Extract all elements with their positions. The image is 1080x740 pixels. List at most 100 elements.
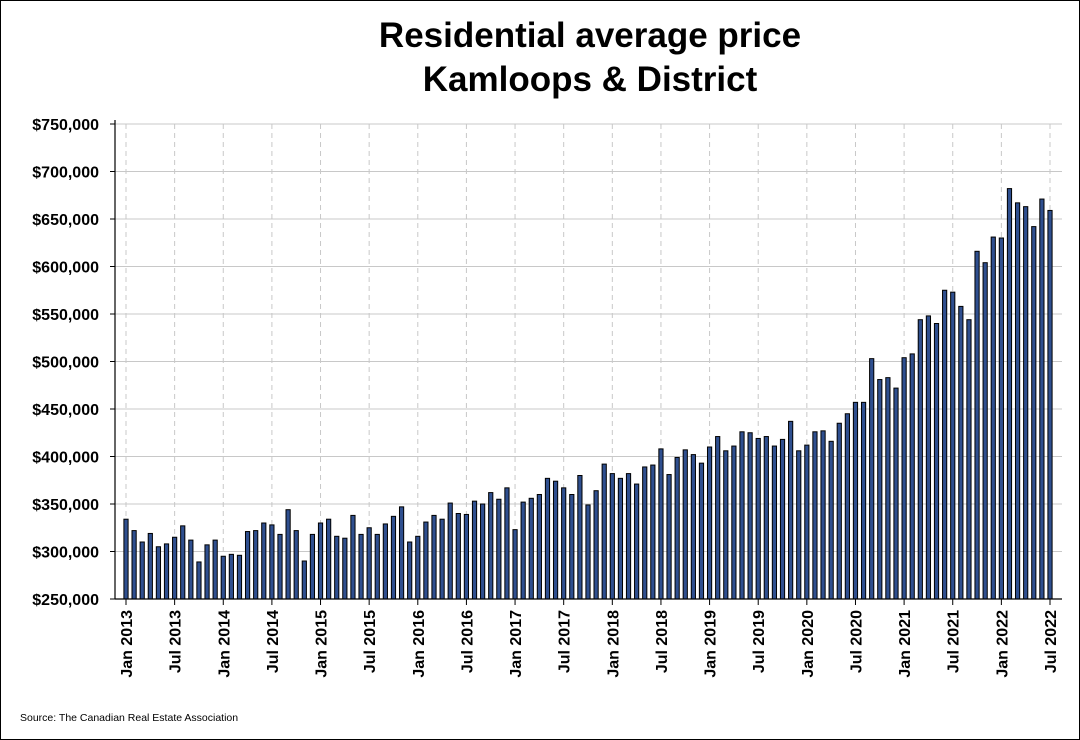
bar — [277, 533, 283, 600]
bar — [552, 480, 559, 600]
bar — [617, 477, 624, 600]
bar — [196, 561, 202, 600]
y-tick-label: $400,000 — [32, 450, 99, 467]
chart-title: Residential average price Kamloops & Dis… — [100, 14, 1080, 102]
bar — [293, 530, 299, 600]
y-tick-label: $650,000 — [32, 212, 99, 229]
x-tick-label: Jan 2018 — [605, 610, 622, 678]
bar — [812, 431, 818, 600]
bar — [155, 546, 162, 600]
bar — [180, 525, 186, 600]
bar — [601, 463, 607, 600]
bar — [577, 475, 583, 600]
bar — [488, 492, 494, 600]
bar — [220, 555, 226, 600]
bar — [228, 553, 234, 600]
bar — [244, 531, 251, 600]
bar — [253, 530, 259, 600]
bar — [771, 445, 778, 600]
bar — [585, 504, 591, 600]
x-tick-label: Jan 2017 — [508, 610, 525, 678]
bar — [674, 456, 680, 600]
x-axis-tick-labels: Jan 2013 Jul 2013 Jan 2014 Jul 2014 Jan 2015… — [119, 610, 1060, 678]
bar — [366, 527, 372, 600]
bar — [390, 515, 397, 600]
y-tick-label: $350,000 — [32, 497, 99, 514]
bar — [925, 315, 932, 600]
y-tick-label: $600,000 — [32, 260, 99, 277]
bar — [528, 497, 534, 600]
bar — [650, 464, 656, 600]
chart-title-line-1: Residential average price — [378, 16, 802, 55]
bar — [415, 535, 421, 600]
y-tick-label: $250,000 — [32, 592, 99, 609]
bar — [512, 529, 518, 600]
bar — [285, 509, 291, 600]
bar — [966, 319, 972, 600]
x-tick-label: Jan 2013 — [119, 610, 136, 678]
bar — [593, 490, 599, 600]
bar — [998, 237, 1004, 600]
bar — [471, 500, 478, 600]
x-tick-label: Jul 2013 — [168, 610, 185, 673]
bar — [496, 498, 502, 600]
bar — [172, 536, 178, 600]
bar — [1014, 202, 1021, 600]
bar — [398, 506, 405, 600]
y-tick-label: $300,000 — [32, 545, 99, 562]
bar — [382, 523, 388, 600]
x-tick-label: Jan 2015 — [314, 610, 331, 678]
bar — [852, 401, 859, 600]
bar — [658, 448, 664, 600]
bar — [950, 291, 956, 600]
bar — [358, 533, 364, 600]
bar — [334, 535, 340, 600]
axes — [110, 120, 1062, 605]
bar — [917, 319, 923, 600]
bar — [820, 430, 826, 600]
x-tick-label: Jan 2021 — [897, 610, 914, 678]
source-note: Source: The Canadian Real Estate Associa… — [20, 712, 239, 724]
bar — [455, 513, 461, 600]
x-tick-label: Jul 2022 — [1043, 610, 1060, 673]
bar — [301, 560, 307, 600]
y-tick-label: $450,000 — [32, 402, 99, 419]
bar — [706, 446, 713, 600]
bar — [690, 454, 696, 600]
bar — [463, 513, 470, 600]
bar — [731, 445, 737, 600]
x-tick-label: Jan 2016 — [411, 610, 428, 678]
bar — [123, 518, 129, 600]
bar-series — [123, 188, 1053, 600]
bar — [982, 262, 988, 600]
bar — [269, 524, 275, 600]
x-tick-label: Jul 2019 — [751, 610, 768, 673]
bar — [682, 449, 688, 600]
x-tick-label: Jul 2021 — [946, 610, 963, 673]
bar — [431, 514, 437, 600]
bar — [561, 487, 567, 600]
bar — [147, 532, 153, 600]
bar — [350, 514, 356, 600]
bar — [958, 305, 964, 600]
bar — [407, 541, 413, 600]
bar — [642, 466, 648, 600]
bar — [723, 450, 729, 600]
bar — [860, 401, 867, 600]
x-tick-label: Jul 2020 — [848, 610, 865, 673]
chart-title-line-2: Kamloops & District — [422, 60, 758, 99]
x-tick-label: Jan 2022 — [994, 610, 1011, 678]
bar — [804, 444, 810, 600]
bar — [869, 358, 875, 600]
bar — [1023, 206, 1029, 600]
bar — [212, 539, 218, 600]
x-tick-label: Jan 2014 — [216, 610, 233, 678]
x-tick-label: Jan 2020 — [800, 610, 817, 678]
x-tick-label: Jul 2017 — [557, 610, 574, 673]
bar — [423, 521, 429, 600]
bar — [625, 473, 632, 600]
bar — [796, 450, 802, 600]
bar — [1039, 198, 1045, 600]
bar — [836, 422, 842, 600]
bar — [309, 533, 316, 600]
